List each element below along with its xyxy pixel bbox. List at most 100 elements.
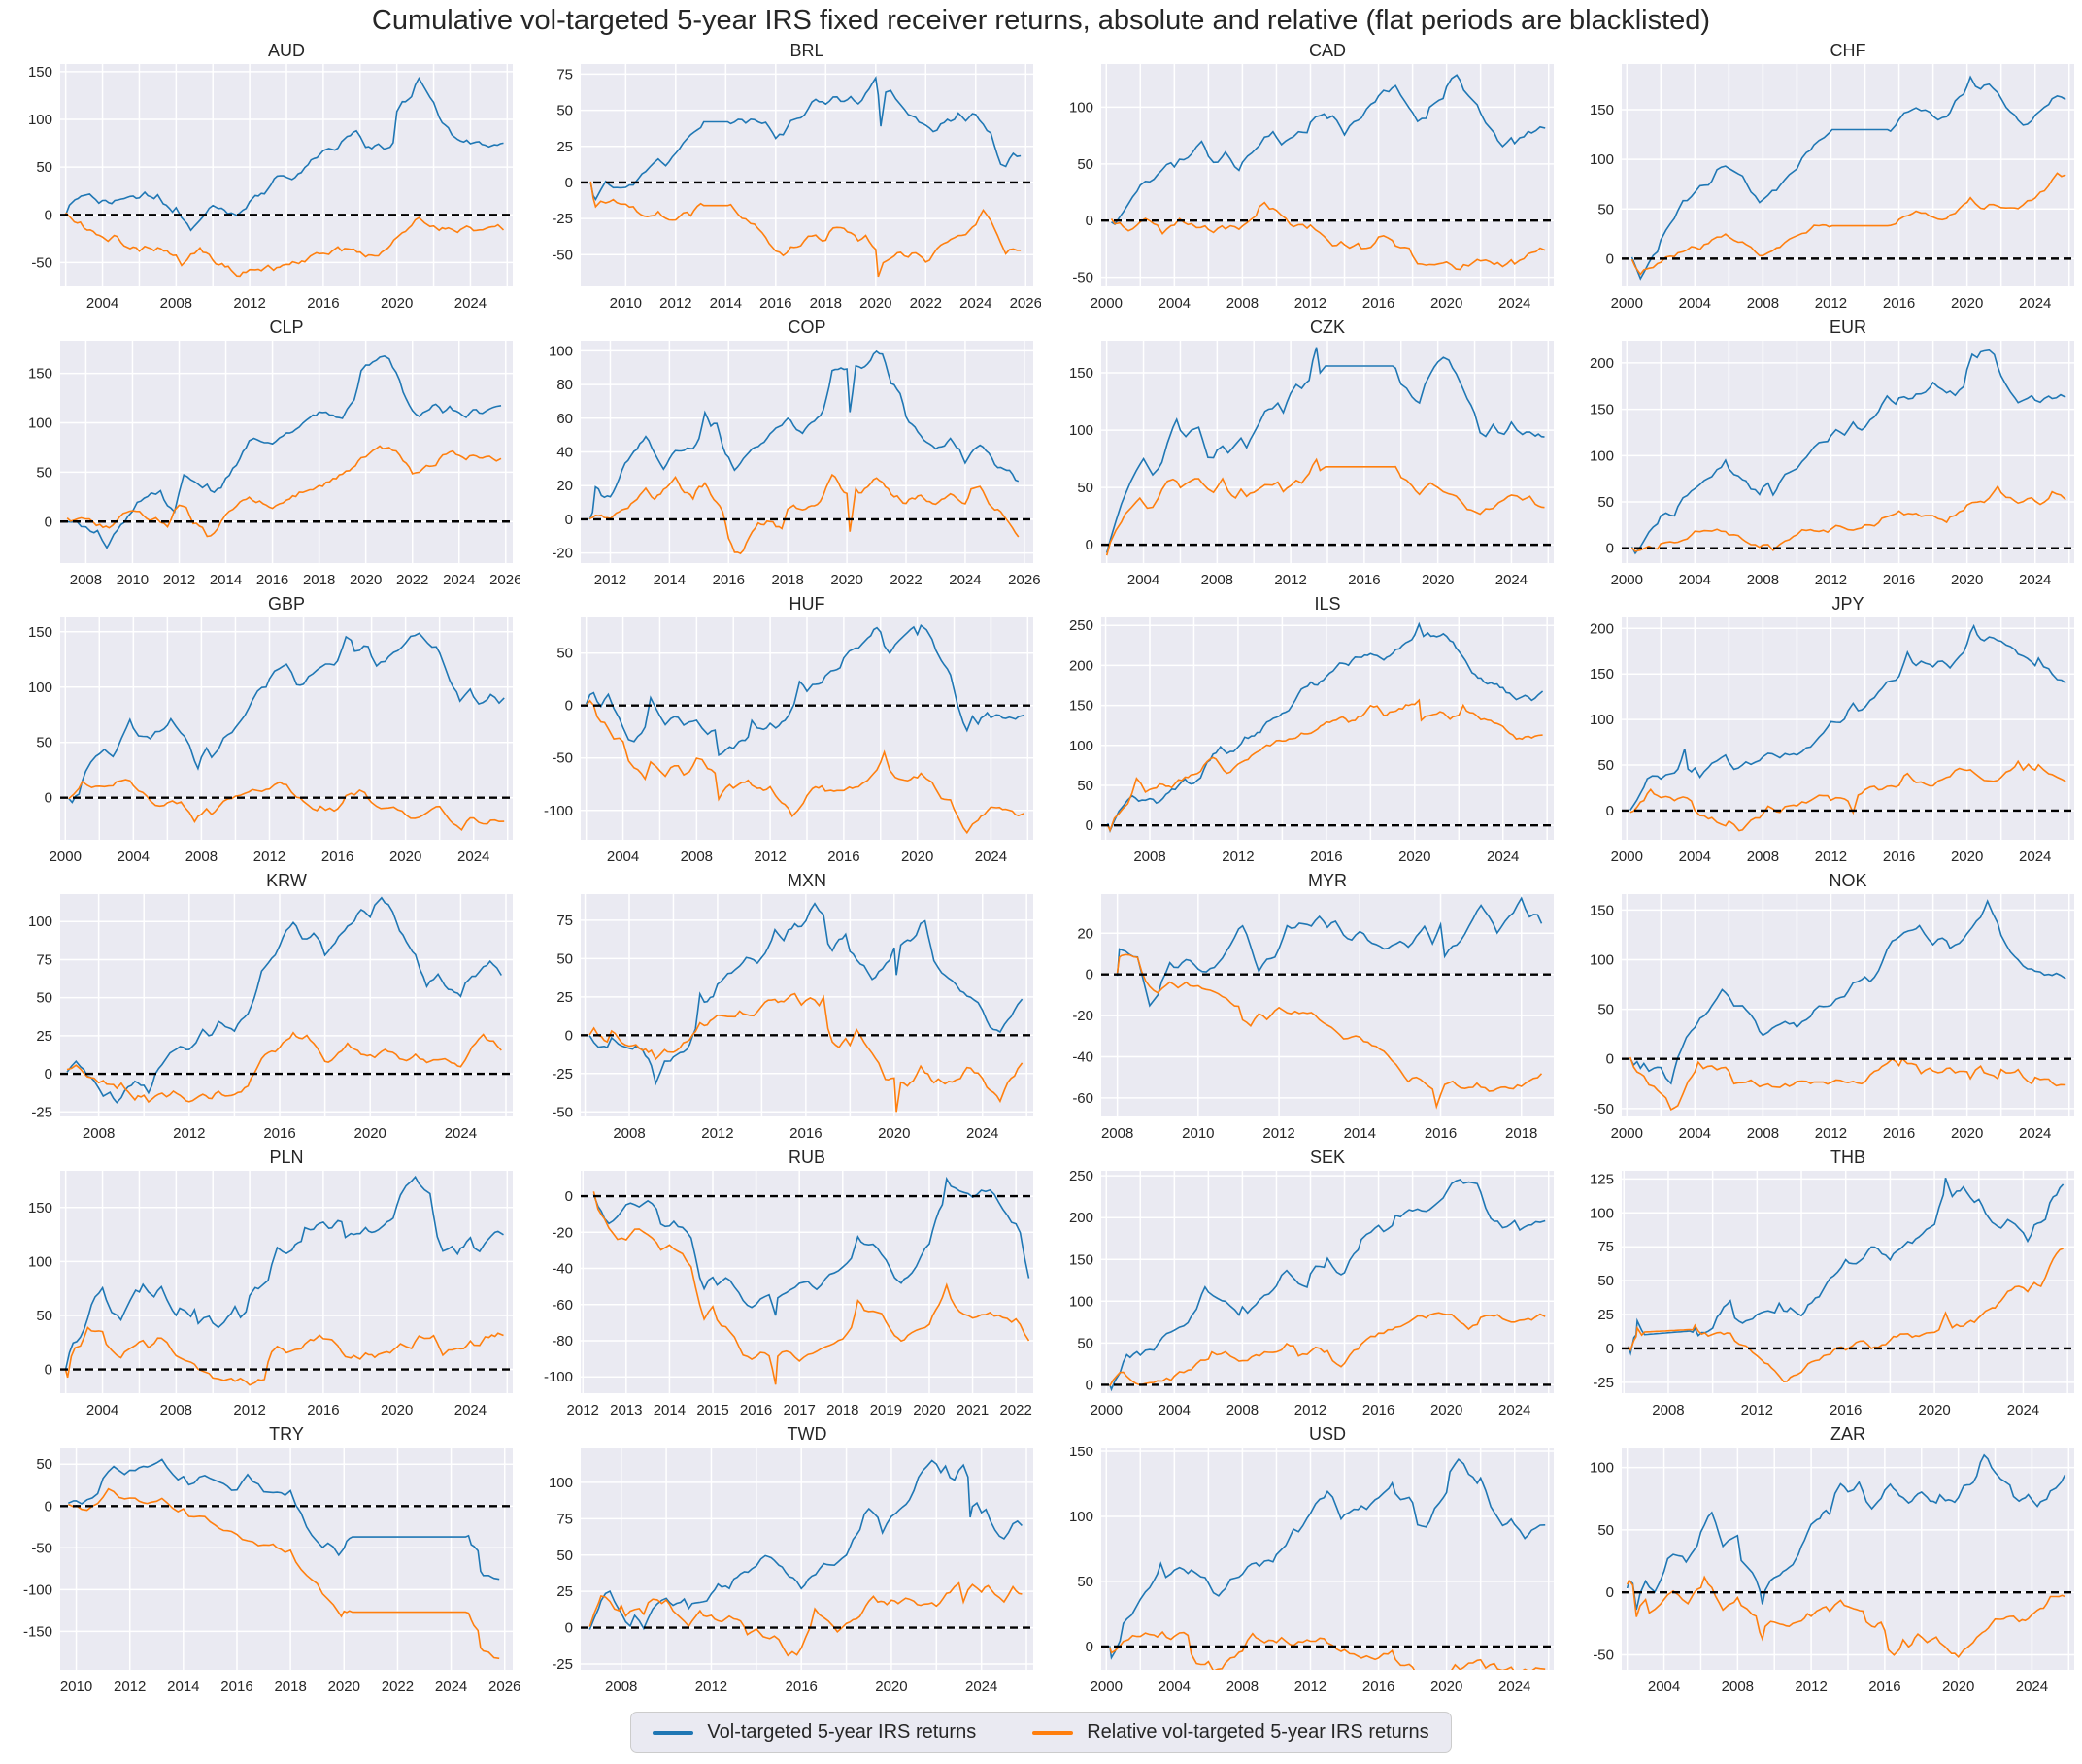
svg-text:2024: 2024 [1498, 295, 1530, 312]
svg-text:2022: 2022 [396, 572, 428, 588]
svg-text:2000: 2000 [1611, 295, 1643, 312]
y-tick-labels: -25 0 25 50 75 100 125 [1590, 1171, 1614, 1390]
x-tick-labels: 2010 2012 2014 2016 2018 2020 2022 2024 2026 [610, 295, 1042, 312]
x-tick-labels: 2000 2004 2008 2012 2016 2020 2024 [1091, 295, 1531, 312]
subplot-title: BRL [789, 41, 823, 60]
svg-text:2014: 2014 [210, 572, 242, 588]
plot-area [1101, 894, 1554, 1116]
subplot-title: GBP [268, 594, 305, 614]
svg-text:0: 0 [565, 512, 573, 528]
series-relative-line [588, 473, 1020, 555]
plot-area [1622, 64, 2074, 286]
svg-text:2008: 2008 [185, 849, 218, 865]
svg-text:150: 150 [1069, 1444, 1093, 1460]
svg-text:2012: 2012 [1741, 1402, 1773, 1418]
svg-text:2012: 2012 [1815, 849, 1847, 865]
svg-text:100: 100 [28, 112, 52, 128]
svg-text:100: 100 [1069, 1509, 1093, 1525]
svg-text:2004: 2004 [1679, 572, 1711, 588]
svg-text:2016: 2016 [1883, 572, 1915, 588]
svg-text:2018: 2018 [772, 572, 804, 588]
plot-area [1622, 894, 2074, 1116]
svg-text:2020: 2020 [1951, 572, 1983, 588]
subplot-krw: KRW -25 0 25 50 75 100 2008 2012 2016 2020 2024 [28, 871, 513, 1142]
svg-text:2016: 2016 [1348, 572, 1380, 588]
series-absolute-line [1116, 896, 1543, 1008]
plot-area [581, 894, 1033, 1116]
plot-area [60, 617, 513, 840]
series-absolute-line [66, 896, 502, 1104]
x-tick-labels: 2008 2012 2016 2020 2024 [605, 1679, 997, 1695]
svg-text:2008: 2008 [70, 572, 102, 588]
svg-text:150: 150 [1590, 902, 1614, 918]
subplot-title: NOK [1829, 871, 1866, 890]
svg-text:20: 20 [1077, 925, 1093, 942]
gridlines [1101, 894, 1554, 1116]
plot-area [1101, 64, 1554, 286]
subplot-title: ZAR [1830, 1424, 1865, 1444]
x-tick-labels: 2004 2008 2012 2016 2020 2024 [86, 1402, 487, 1418]
svg-text:2010: 2010 [60, 1679, 92, 1695]
series-relative-line [1116, 953, 1543, 1110]
svg-text:250: 250 [1069, 617, 1093, 634]
svg-text:100: 100 [1069, 422, 1093, 439]
svg-text:-50: -50 [1593, 1101, 1614, 1117]
svg-text:0: 0 [565, 1620, 573, 1637]
svg-text:2016: 2016 [740, 1402, 772, 1418]
subplot-cell-czk: CZK 0 50 100 150 2004 2008 2012 2016 2020 2024 [1041, 317, 1562, 594]
series-relative-line [588, 992, 1024, 1113]
svg-text:2016: 2016 [263, 1125, 295, 1142]
y-tick-labels: -50 -25 0 25 50 75 [552, 66, 573, 263]
svg-text:2020: 2020 [354, 1125, 386, 1142]
svg-text:2016: 2016 [220, 1679, 252, 1695]
x-tick-labels: 2000 2004 2008 2012 2016 2020 2024 [1611, 1125, 2052, 1142]
svg-text:50: 50 [36, 464, 52, 481]
svg-text:2008: 2008 [1101, 1125, 1133, 1142]
svg-text:50: 50 [556, 950, 573, 967]
series-relative-line [1109, 1312, 1546, 1387]
series-absolute-line [67, 355, 502, 549]
svg-text:2016: 2016 [1310, 849, 1342, 865]
svg-text:0: 0 [565, 698, 573, 715]
plot-area [1622, 341, 2074, 563]
series-relative-line [586, 699, 1024, 835]
subplot-cell-gbp: GBP 0 50 100 150 2000 2004 2008 2012 2016 2020 2024 [0, 594, 520, 871]
svg-text:100: 100 [1590, 1460, 1614, 1477]
y-tick-labels: -20 0 20 40 60 80 100 [549, 343, 573, 561]
svg-text:0: 0 [1086, 967, 1093, 983]
svg-text:2026: 2026 [488, 1679, 520, 1695]
subplot-cell-zar: ZAR -50 0 50 100 2004 2008 2012 2016 2020 2024 [1562, 1424, 2082, 1701]
svg-text:2004: 2004 [86, 1402, 118, 1418]
legend-item-relative: Relative vol-targeted 5-year IRS returns [1032, 1721, 1429, 1744]
svg-text:2020: 2020 [328, 1679, 360, 1695]
svg-text:75: 75 [556, 66, 573, 83]
svg-text:100: 100 [1069, 738, 1093, 754]
svg-text:2008: 2008 [1747, 295, 1779, 312]
subplot-chf: CHF 0 50 100 150 2000 2004 2008 2012 2016 2020 2024 [1590, 41, 2074, 312]
subplot-myr: MYR -60 -40 -20 0 20 2008 2010 2012 2014 2016 2018 [1072, 871, 1554, 1142]
subplot-cell-try: TRY 50 0 -50 -100 -150 2010 2012 2014 2016 2018 202… [0, 1424, 520, 1701]
series-relative-line [588, 1581, 1023, 1657]
svg-text:2020: 2020 [1942, 1679, 1974, 1695]
subplot-cell-huf: HUF -100 -50 0 50 2004 2008 2012 2016 2020 2024 [520, 594, 1041, 871]
svg-text:50: 50 [36, 735, 52, 751]
gridlines [1622, 64, 2074, 286]
svg-text:-40: -40 [1072, 1049, 1093, 1066]
svg-text:100: 100 [1590, 151, 1614, 168]
subplot-cell-sek: SEK 0 50 100 150 200 250 2000 2004 2008 2012 2016 20… [1041, 1148, 1562, 1424]
subplot-cell-krw: KRW -25 0 25 50 75 100 2008 2012 2016 2020 2024 [0, 871, 520, 1148]
svg-text:2010: 2010 [610, 295, 642, 312]
x-tick-labels: 2004 2008 2012 2016 2020 2024 [86, 295, 487, 312]
svg-text:2020: 2020 [878, 1125, 910, 1142]
y-tick-labels: 50 0 -50 -100 -150 [23, 1456, 52, 1640]
svg-text:2012: 2012 [114, 1679, 146, 1695]
subplot-cell-cop: COP -20 0 20 40 60 80 100 2012 2014 2016 2018 2020 20… [520, 317, 1041, 594]
svg-text:2014: 2014 [1344, 1125, 1376, 1142]
y-tick-labels: 0 50 100 150 200 250 [1069, 1168, 1093, 1393]
svg-text:2016: 2016 [759, 295, 791, 312]
svg-text:25: 25 [556, 989, 573, 1006]
svg-text:-25: -25 [1593, 1375, 1614, 1391]
subplot-cad: CAD -50 0 50 100 2000 2004 2008 2012 2016 2020 2024 [1069, 41, 1554, 312]
